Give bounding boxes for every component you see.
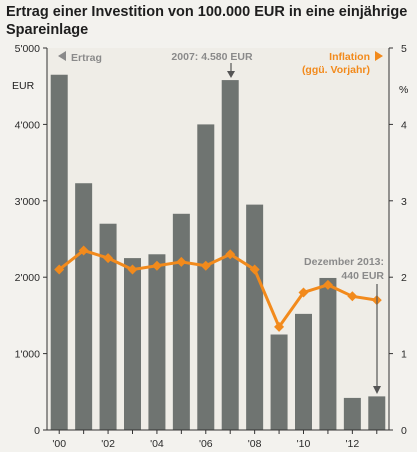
inflation-series	[54, 245, 382, 332]
inflation-point-2010	[298, 287, 309, 298]
inflation-point-2007	[225, 249, 236, 260]
axes	[46, 48, 390, 431]
x-tick-label-2008: '08	[248, 438, 262, 450]
legend-inflation-label-line1: Inflation	[329, 51, 370, 63]
annotation-2013-label-line2: 440 EUR	[341, 270, 384, 282]
x-tick-label-2006: '06	[199, 438, 213, 450]
right-tick-label-2: 2	[401, 272, 407, 284]
bar-2000	[50, 74, 68, 431]
inflation-point-2008	[249, 264, 260, 275]
annotation-2013-arrow-icon	[373, 386, 381, 394]
left-axis-unit: EUR	[12, 80, 35, 92]
bar-2013	[368, 396, 386, 430]
right-tick-label-4: 4	[401, 119, 407, 131]
bar-2006	[197, 124, 215, 431]
bar-2009	[270, 334, 288, 430]
inflation-point-2006	[200, 260, 211, 271]
bar-2008	[246, 204, 264, 430]
bar-2005	[172, 213, 190, 430]
bar-2003	[124, 258, 141, 430]
right-axis-ticks: 0 1 2 3 4 5	[389, 43, 407, 437]
bar-2010	[295, 313, 312, 430]
legend-inflation-label-line2: (ggü. Vorjahr)	[302, 64, 370, 76]
x-tick-label-2004: '04	[150, 438, 164, 450]
inflation-point-2001	[78, 245, 89, 256]
x-tick-label-2010: '10	[297, 438, 311, 450]
bar-2011	[319, 277, 337, 430]
legend-ertrag-arrow-icon	[58, 51, 66, 61]
bar-2012	[343, 397, 361, 430]
legend-inflation-arrow-icon	[375, 51, 383, 61]
bar-2002	[99, 223, 117, 430]
inflation-point-2004	[151, 260, 162, 271]
bar-series	[50, 74, 386, 431]
annotation-2013-label-line1: Dezember 2013:	[304, 256, 384, 268]
x-tick-label-2012: '12	[346, 438, 360, 450]
left-tick-label-3'000: 3'000	[15, 196, 41, 208]
x-tick-label-2002: '02	[101, 438, 115, 450]
right-tick-label-5: 5	[401, 43, 407, 55]
chart-title-line2: Spareinlage	[6, 22, 88, 38]
annotation-2007-label: 2007: 4.580 EUR	[171, 51, 253, 63]
right-tick-label-1: 1	[401, 349, 407, 361]
plot-background	[47, 48, 389, 430]
annotation-2007-arrow-icon	[227, 71, 235, 78]
inflation-point-2012	[347, 291, 358, 302]
inflation-line	[58, 248, 378, 329]
inflation-point-2009	[274, 321, 285, 332]
bar-2004	[148, 254, 166, 430]
left-tick-label-1'000: 1'000	[15, 349, 41, 361]
legend-ertrag-label: Ertrag	[71, 52, 102, 64]
right-tick-label-0: 0	[401, 425, 407, 437]
plot-area	[47, 48, 389, 430]
left-tick-label-4'000: 4'000	[15, 119, 41, 131]
chart-title-line1: Ertrag einer Investition von 100.000 EUR…	[6, 4, 407, 20]
inflation-point-2003	[127, 264, 138, 275]
left-axis-ticks: 0 1'000 2'000 3'000 4'000 5'000	[15, 43, 47, 437]
x-tick-label-2000: '00	[52, 438, 66, 450]
left-tick-label-0: 0	[34, 425, 40, 437]
left-tick-label-2'000: 2'000	[15, 272, 41, 284]
inflation-point-2000	[54, 264, 65, 275]
right-axis-unit: %	[399, 84, 408, 96]
left-tick-label-5'000: 5'000	[15, 43, 41, 55]
bar-2001	[75, 183, 93, 430]
inflation-point-2005	[176, 256, 187, 267]
x-axis-ticks: '00 '02 '04 '06 '08 '10 '12	[52, 430, 378, 450]
inflation-point-2002	[103, 253, 114, 264]
right-tick-label-3: 3	[401, 196, 407, 208]
inflation-point-2011	[322, 279, 333, 290]
